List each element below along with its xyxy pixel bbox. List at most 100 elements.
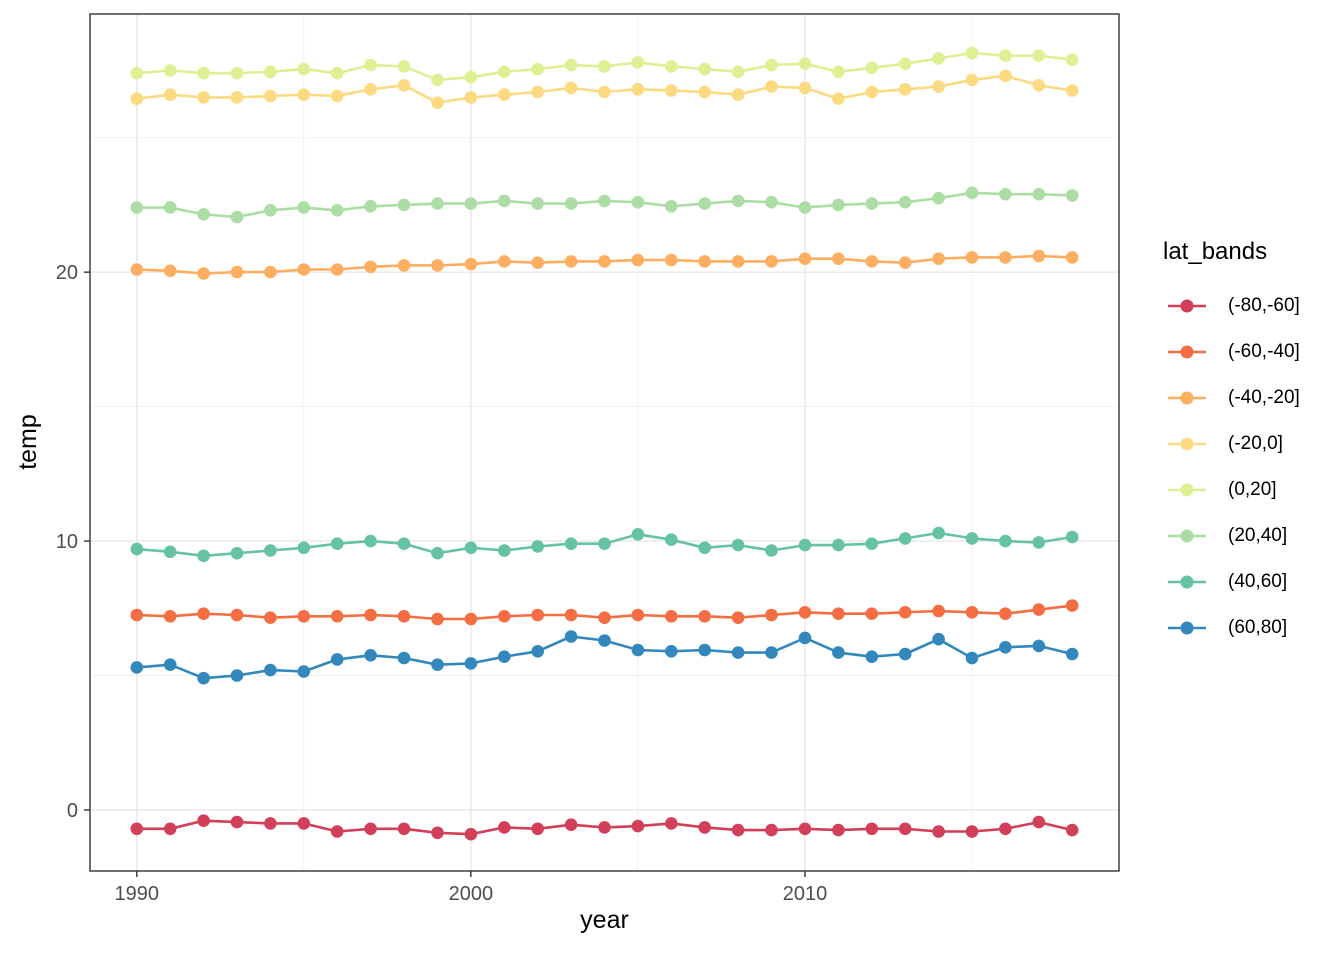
data-point [731, 823, 745, 837]
data-point [397, 537, 411, 550]
data-point [564, 818, 578, 831]
data-point [264, 544, 277, 557]
data-point [731, 646, 745, 659]
data-point [531, 608, 544, 622]
data-point [665, 84, 678, 97]
data-point [932, 526, 945, 540]
data-point [564, 81, 578, 95]
data-point [397, 60, 411, 73]
data-point [397, 651, 411, 665]
data-point [665, 610, 678, 623]
data-point [965, 186, 979, 200]
data-point [832, 92, 845, 105]
data-point [932, 252, 945, 265]
data-point [397, 259, 411, 272]
data-point [865, 650, 879, 663]
data-point [130, 661, 144, 674]
data-point [297, 88, 311, 101]
data-point [431, 546, 444, 560]
legend-key-icon [1168, 299, 1206, 313]
data-point [397, 79, 411, 92]
data-point [765, 608, 778, 622]
data-point [364, 822, 377, 836]
data-point [431, 197, 444, 210]
data-point [297, 62, 311, 76]
data-point [965, 251, 979, 264]
data-point [698, 610, 711, 623]
data-point [865, 197, 879, 210]
y-tick-label: 0 [67, 800, 78, 822]
data-point [999, 607, 1012, 620]
data-point [531, 256, 544, 270]
data-point [364, 649, 377, 662]
data-point [665, 817, 678, 830]
data-point [965, 46, 979, 60]
data-point [898, 647, 912, 661]
legend-label: (60,80] [1228, 617, 1288, 638]
data-point [598, 821, 611, 834]
data-point [330, 263, 344, 276]
data-point [898, 532, 912, 545]
data-point [130, 542, 144, 556]
data-point [1032, 815, 1046, 829]
data-point [464, 197, 478, 210]
data-point [965, 606, 979, 619]
data-point [999, 187, 1012, 201]
data-point [1065, 530, 1079, 544]
data-point [598, 60, 611, 73]
legend-key-icon [1168, 437, 1206, 451]
data-point [297, 541, 311, 555]
data-point [330, 825, 344, 838]
data-point [698, 62, 711, 76]
data-point [531, 85, 544, 99]
data-point [631, 253, 645, 267]
data-point [163, 88, 177, 101]
data-point [965, 532, 979, 545]
data-point [765, 646, 778, 659]
data-point [498, 88, 511, 101]
data-point [898, 83, 912, 96]
data-point [531, 540, 544, 553]
legend-item: (-40,-20] [1163, 375, 1300, 421]
data-point [798, 81, 812, 95]
data-point [932, 825, 945, 838]
data-point [130, 263, 144, 276]
data-point [932, 604, 945, 618]
data-point [1065, 53, 1079, 66]
data-point [364, 83, 377, 96]
data-point [698, 821, 711, 834]
legend: lat_bands (-80,-60] (-60,-40] (-40,-20] (-2… [1163, 238, 1300, 651]
data-point [498, 194, 511, 208]
data-point [798, 631, 812, 645]
data-point [130, 201, 144, 214]
y-tick-label: 20 [56, 262, 78, 284]
data-point [865, 607, 879, 620]
data-point [1032, 49, 1046, 62]
data-point [364, 58, 377, 72]
data-point [631, 56, 645, 69]
legend-item: (-20,0] [1163, 421, 1300, 467]
data-point [798, 57, 812, 70]
data-point [1065, 84, 1079, 97]
data-point [264, 611, 277, 624]
data-point [698, 255, 711, 268]
data-point [163, 545, 177, 559]
data-point [932, 632, 945, 646]
data-point [330, 653, 344, 666]
data-point [230, 265, 244, 279]
legend-item: (-80,-60] [1163, 283, 1300, 329]
legend-label: (0,20] [1228, 479, 1277, 500]
data-point [898, 256, 912, 270]
panel-border [89, 13, 1120, 872]
data-point [798, 606, 812, 619]
data-point [1065, 599, 1079, 612]
data-point [564, 630, 578, 643]
legend-key-icon [1168, 529, 1206, 543]
legend-label: (-20,0] [1228, 433, 1283, 454]
data-point [665, 253, 678, 267]
data-point [731, 255, 745, 268]
data-point [330, 89, 344, 103]
data-point [264, 265, 277, 279]
